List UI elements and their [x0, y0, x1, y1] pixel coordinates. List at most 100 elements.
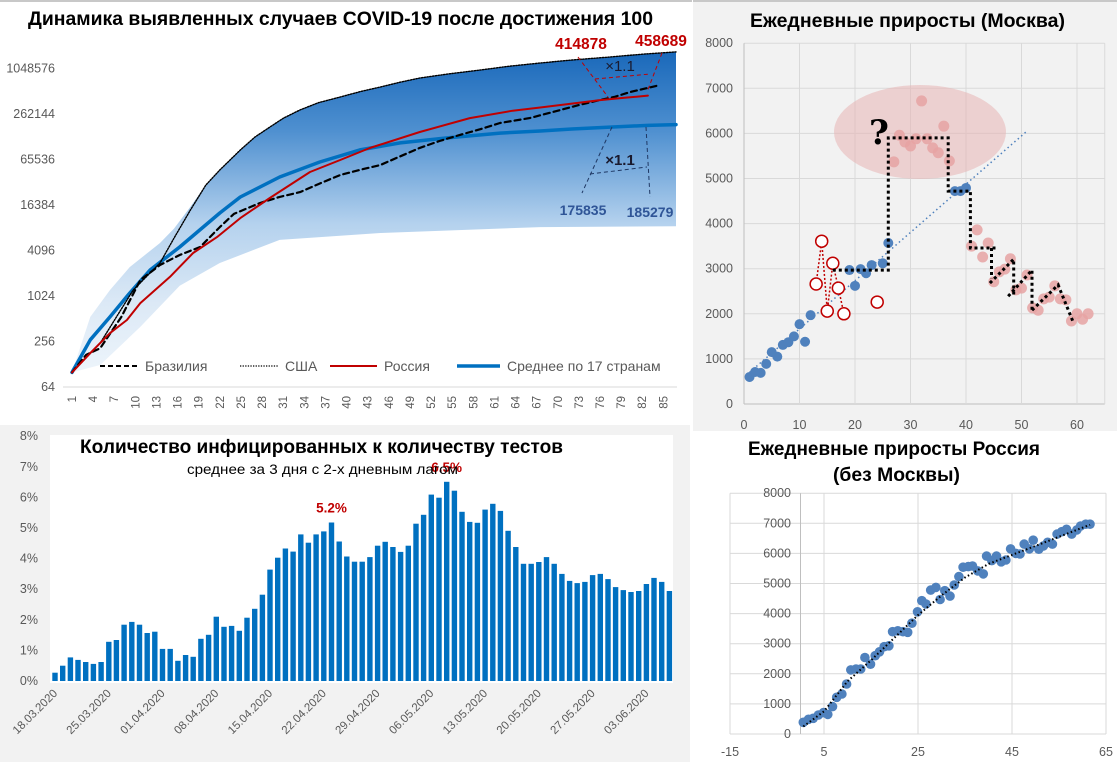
bar: [643, 584, 650, 681]
y-tick-label: 7%: [20, 460, 38, 474]
bar: [651, 577, 657, 681]
y-tick-label: 0: [784, 727, 791, 741]
bar: [636, 591, 642, 681]
data-point-outlier: [831, 281, 846, 295]
data-point-outlier: [814, 234, 829, 248]
annotation-value-left: 175835: [560, 202, 607, 218]
bar: [321, 531, 327, 681]
bar: [259, 594, 266, 681]
data-point: [755, 367, 766, 378]
data-point: [935, 594, 945, 605]
y-tick-label: 16384: [20, 198, 55, 212]
series-line-usa: [71, 51, 677, 374]
chart-subtitle: среднее за 3 дня с 2-х дневным лагом: [187, 461, 458, 477]
bar: [228, 625, 235, 681]
x-tick-label: 31: [278, 396, 290, 409]
data-point: [788, 331, 799, 342]
y-tick-label: 6000: [763, 546, 791, 560]
uncertainty-highlight-ellipse: [834, 85, 1006, 179]
data-point-uncertain: [921, 133, 933, 145]
x-tick-label: 40: [342, 396, 354, 409]
data-point: [860, 652, 870, 663]
legend-label: Россия: [384, 358, 430, 374]
y-tick-label: 8000: [763, 486, 791, 500]
y-tick-label: 4000: [705, 217, 733, 231]
y-tick-label: 5000: [705, 172, 733, 186]
bar: [513, 547, 519, 681]
step-level-line: [1007, 266, 1034, 311]
data-point: [1085, 519, 1095, 529]
russia-plot-area: 0 1000 2000 3000 4000 5000 6000 7000 8000 -15 5 25 4…: [721, 486, 1113, 759]
bar: [359, 561, 365, 681]
y-tick-label: 7000: [763, 516, 791, 530]
russia-chart: Ежедневные приросты Россия (без Москвы) …: [721, 439, 1113, 759]
annotation-leader-line: [577, 56, 609, 98]
bar: [390, 547, 396, 681]
bar: [582, 581, 588, 681]
data-point: [761, 358, 772, 369]
bar: [497, 510, 504, 681]
bar: [90, 663, 97, 681]
data-point-uncertain: [1082, 308, 1094, 320]
bar: [198, 638, 204, 681]
data-point-uncertain: [910, 133, 922, 145]
x-tick-label: 65: [1099, 745, 1113, 759]
average-ratio-annotation: ×1.1 175835 185279: [560, 126, 674, 220]
x-tick-label: 67: [532, 396, 544, 409]
data-point: [794, 319, 805, 330]
bar: [520, 563, 527, 681]
annotation-value-right: 458689: [635, 33, 687, 50]
trend-line: [749, 130, 1028, 373]
bar: [451, 490, 458, 681]
y-tick-label: 4000: [763, 607, 791, 621]
outlier-connector-line: [815, 241, 845, 314]
x-tick-label: 20: [848, 418, 862, 432]
bar: [282, 548, 289, 681]
x-tick-label: 7: [109, 396, 121, 402]
x-tick-label: 5: [821, 745, 828, 759]
y-tick-label: 8000: [705, 36, 733, 50]
data-point: [1001, 555, 1011, 565]
data-point: [931, 582, 941, 593]
annotation-leader-line: [645, 126, 651, 198]
bar: [244, 617, 250, 681]
bar: [420, 514, 427, 681]
data-point: [772, 351, 783, 362]
x-tick-label: 76: [595, 396, 607, 409]
legend: Бразилия США Россия Среднее по 17 страна…: [100, 358, 661, 374]
bar: [536, 562, 542, 681]
bar: [474, 522, 481, 681]
x-tick-label: 0: [741, 418, 748, 432]
legend-item-brazil: Бразилия: [100, 358, 207, 374]
moscow-chart: Ежедневные приросты (Москва) 0 1000 2000 30…: [705, 11, 1106, 432]
data-label: 5.2%: [316, 501, 347, 516]
y-tick-label: 2000: [763, 667, 791, 681]
bar: [275, 557, 281, 681]
y-tick-label: 64: [41, 380, 55, 394]
y-tick-label: 4096: [27, 244, 55, 258]
bar: [129, 621, 135, 681]
bar: [213, 616, 219, 681]
bar: [405, 545, 411, 681]
data-point: [877, 258, 888, 269]
y-tick-label: 256: [34, 335, 55, 349]
bar: [574, 583, 580, 681]
y-tick-label: 6000: [705, 126, 733, 140]
bar: [152, 631, 158, 681]
data-point-uncertain: [977, 251, 989, 263]
cases-chart: Динамика выявленных случаев COVID-19 пос…: [6, 9, 687, 409]
x-tick-label: 73: [574, 396, 586, 409]
data-point: [945, 591, 955, 601]
y-tick-label: 1048576: [6, 62, 55, 76]
data-point: [827, 701, 838, 712]
x-tick-label: 25: [911, 745, 925, 759]
bar: [666, 591, 673, 681]
bar: [290, 551, 296, 681]
data-point-uncertain: [988, 276, 1000, 288]
bar: [551, 563, 557, 681]
data-point-uncertain: [971, 224, 983, 236]
bar: [490, 503, 496, 681]
x-tick-label: 40: [959, 418, 973, 432]
data-point: [949, 580, 959, 590]
y-tick-label: 262144: [13, 107, 55, 121]
